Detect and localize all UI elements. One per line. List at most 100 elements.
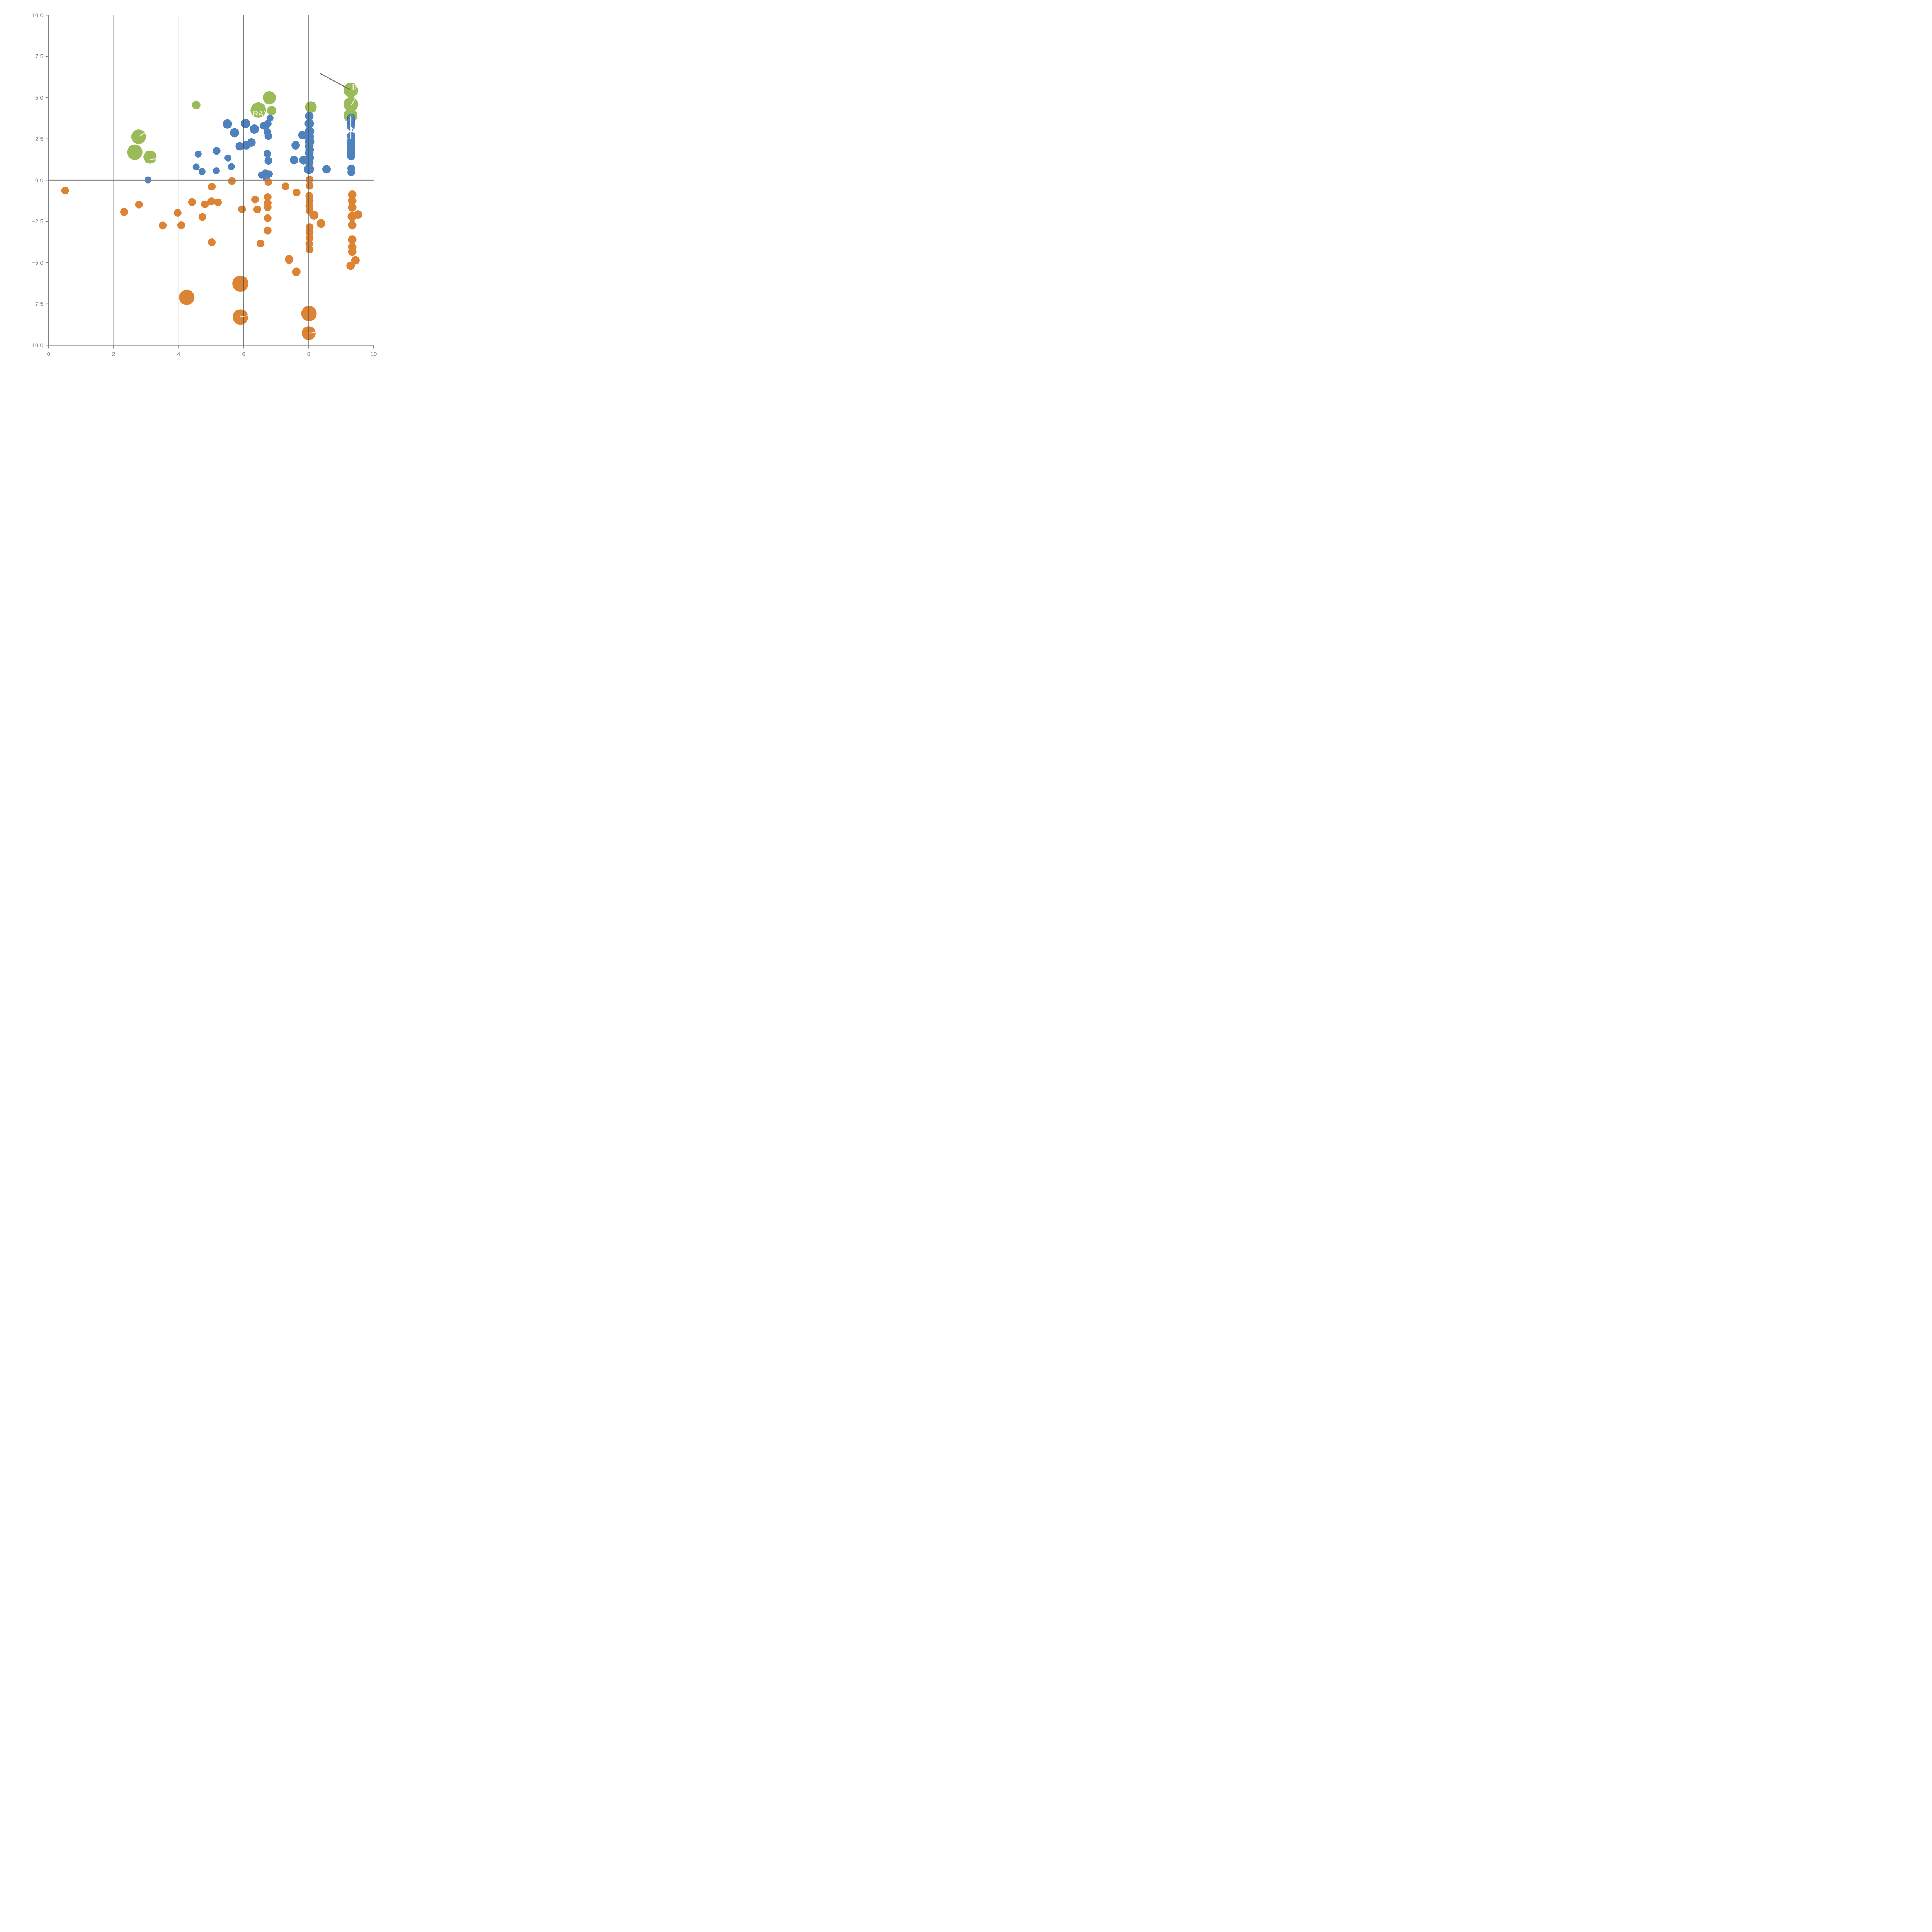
annotation-label-rax: RAX bbox=[253, 110, 268, 118]
data-point-orange bbox=[257, 239, 265, 247]
data-point-blue bbox=[266, 114, 274, 122]
data-point-orange bbox=[306, 234, 314, 242]
data-point-blue bbox=[263, 128, 271, 136]
data-point-orange bbox=[264, 193, 272, 201]
data-point-orange bbox=[293, 189, 301, 196]
data-point-blue bbox=[264, 120, 272, 128]
data-point-orange bbox=[348, 221, 357, 230]
data-point-blue bbox=[305, 158, 314, 167]
data-point-blue bbox=[198, 168, 206, 175]
data-point-orange bbox=[179, 289, 195, 305]
annotation-label-in: IN bbox=[352, 83, 361, 92]
data-point-blue bbox=[241, 119, 250, 128]
data-point-green bbox=[344, 82, 359, 97]
data-point-orange bbox=[232, 276, 249, 292]
y-tick-label: 0.0 bbox=[35, 177, 43, 184]
data-point-orange bbox=[306, 245, 314, 253]
annotation-leader-line bbox=[150, 158, 159, 160]
data-point-blue bbox=[228, 163, 235, 170]
y-tick-label: −2.5 bbox=[32, 218, 43, 225]
data-point-orange bbox=[348, 203, 357, 212]
y-tick-label: −10.0 bbox=[29, 342, 43, 349]
data-point-orange bbox=[228, 177, 236, 185]
data-point-blue bbox=[322, 165, 331, 174]
data-point-orange bbox=[301, 306, 317, 321]
data-point-orange bbox=[305, 240, 313, 248]
data-point-orange bbox=[264, 226, 272, 235]
data-point-orange bbox=[292, 267, 301, 276]
annotation-leader-line bbox=[309, 331, 320, 334]
data-point-orange bbox=[351, 256, 360, 265]
data-point-green bbox=[250, 102, 266, 118]
data-point-green bbox=[131, 129, 146, 145]
data-point-orange bbox=[348, 247, 357, 256]
data-point-orange bbox=[309, 210, 319, 220]
data-point-orange bbox=[177, 221, 185, 229]
data-point-blue bbox=[305, 112, 314, 121]
data-point-green bbox=[127, 144, 143, 160]
data-point-orange bbox=[346, 261, 355, 270]
data-point-orange bbox=[61, 187, 69, 195]
annotation-leader-line bbox=[240, 315, 251, 317]
y-tick-label: −7.5 bbox=[32, 301, 43, 308]
x-tick-label: 6 bbox=[242, 351, 245, 357]
data-point-blue bbox=[347, 168, 355, 176]
data-point-blue bbox=[194, 150, 202, 158]
x-tick-label: 2 bbox=[112, 351, 115, 357]
data-point-orange bbox=[201, 200, 209, 208]
data-point-blue bbox=[223, 119, 232, 129]
annotation-leader-line bbox=[351, 92, 359, 105]
data-point-orange bbox=[198, 213, 206, 221]
data-point-orange bbox=[159, 221, 167, 230]
data-point-green bbox=[267, 106, 276, 116]
y-tick-label: −5.0 bbox=[32, 260, 43, 266]
data-point-orange bbox=[316, 219, 325, 228]
data-point-orange bbox=[264, 178, 272, 186]
x-tick-label: 10 bbox=[371, 351, 377, 357]
data-point-blue bbox=[304, 164, 314, 174]
bubble-chart-figure: 10.0 7.5 5.0 2.5 0.0 −2.5 −5.0 −7.5 −10.0 0 2 4 6 8 10… bbox=[0, 0, 386, 386]
annotation-leader-line bbox=[320, 73, 350, 90]
y-tick-label: 7.5 bbox=[35, 53, 43, 60]
y-tick-label: 2.5 bbox=[35, 136, 43, 143]
y-tick-label: 5.0 bbox=[35, 95, 43, 101]
data-point-blue bbox=[298, 131, 307, 139]
data-point-orange bbox=[173, 209, 182, 217]
data-point-green bbox=[263, 91, 276, 104]
data-point-blue bbox=[192, 163, 200, 171]
data-point-orange bbox=[120, 208, 128, 216]
data-point-orange bbox=[253, 206, 261, 213]
data-point-blue bbox=[213, 147, 221, 155]
data-point-blue bbox=[250, 124, 259, 134]
data-point-blue bbox=[224, 154, 232, 162]
data-point-orange bbox=[306, 182, 314, 190]
data-point-orange bbox=[306, 228, 314, 236]
data-point-orange bbox=[264, 214, 272, 222]
annotation-label-n: N bbox=[351, 126, 356, 134]
data-point-orange bbox=[188, 198, 196, 206]
data-point-orange bbox=[207, 197, 216, 206]
data-point-green bbox=[305, 101, 317, 113]
data-point-green bbox=[192, 101, 201, 110]
data-point-blue bbox=[289, 156, 298, 165]
data-point-green bbox=[143, 150, 157, 164]
x-tick-label: 4 bbox=[177, 351, 180, 357]
data-point-blue bbox=[264, 157, 272, 165]
data-point-orange bbox=[282, 182, 289, 190]
data-point-orange bbox=[251, 196, 259, 204]
data-point-blue bbox=[347, 151, 355, 160]
annotation-leader-line bbox=[139, 131, 147, 137]
data-point-orange bbox=[348, 190, 357, 199]
data-point-orange bbox=[208, 183, 216, 191]
data-point-blue bbox=[213, 167, 220, 175]
data-point-orange bbox=[354, 210, 362, 219]
data-point-orange bbox=[208, 238, 216, 246]
data-point-blue bbox=[291, 141, 300, 150]
data-point-orange bbox=[285, 255, 294, 264]
data-point-blue bbox=[263, 150, 271, 158]
x-tick-label: 8 bbox=[307, 351, 310, 357]
data-point-orange bbox=[214, 198, 222, 206]
data-point-orange bbox=[348, 235, 357, 244]
data-point-orange bbox=[264, 203, 272, 211]
data-point-orange bbox=[348, 196, 357, 205]
